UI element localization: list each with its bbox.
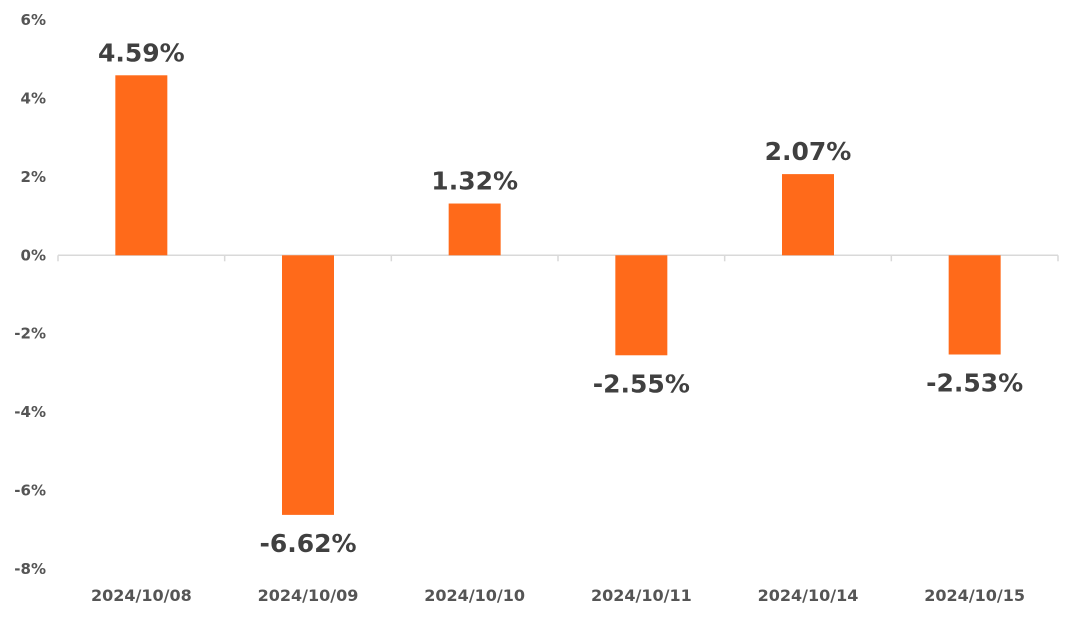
- bars: [115, 75, 1001, 515]
- category-label: 2024/10/14: [758, 586, 859, 605]
- category-labels: 2024/10/08 2024/10/09 2024/10/10 2024/10/11…: [91, 586, 1025, 605]
- data-label: -2.53%: [926, 368, 1023, 397]
- bar: [615, 255, 668, 356]
- data-label: 1.32%: [431, 167, 518, 196]
- y-tick-label: -2%: [14, 325, 46, 343]
- data-label: 4.59%: [98, 38, 185, 67]
- category-label: 2024/10/10: [424, 586, 525, 605]
- y-tick-label: 0%: [21, 246, 46, 264]
- bar: [282, 255, 334, 515]
- x-axis: [57, 254, 1059, 262]
- category-label: 2024/10/11: [591, 586, 692, 605]
- y-tick-label: 6%: [21, 11, 46, 29]
- y-tick-label: -4%: [14, 403, 46, 421]
- data-labels: 4.59% -6.62% 1.32% -2.55% 2.07% -2.53%: [98, 38, 1023, 558]
- data-label: -2.55%: [593, 369, 690, 398]
- y-axis-tick-labels: 6% 4% 2% 0% -2% -4% -6% -8%: [14, 11, 46, 578]
- y-tick-label: -6%: [14, 482, 46, 500]
- data-label: 2.07%: [765, 137, 852, 166]
- category-label: 2024/10/08: [91, 586, 192, 605]
- bar: [948, 255, 1001, 355]
- bar: [448, 203, 501, 256]
- data-label: -6.62%: [259, 529, 356, 558]
- bar: [782, 174, 834, 256]
- y-tick-label: -8%: [14, 560, 46, 578]
- y-tick-label: 4%: [21, 89, 46, 107]
- bar: [115, 75, 168, 256]
- y-tick-label: 2%: [21, 168, 46, 186]
- category-label: 2024/10/09: [258, 586, 359, 605]
- category-label: 2024/10/15: [924, 586, 1025, 605]
